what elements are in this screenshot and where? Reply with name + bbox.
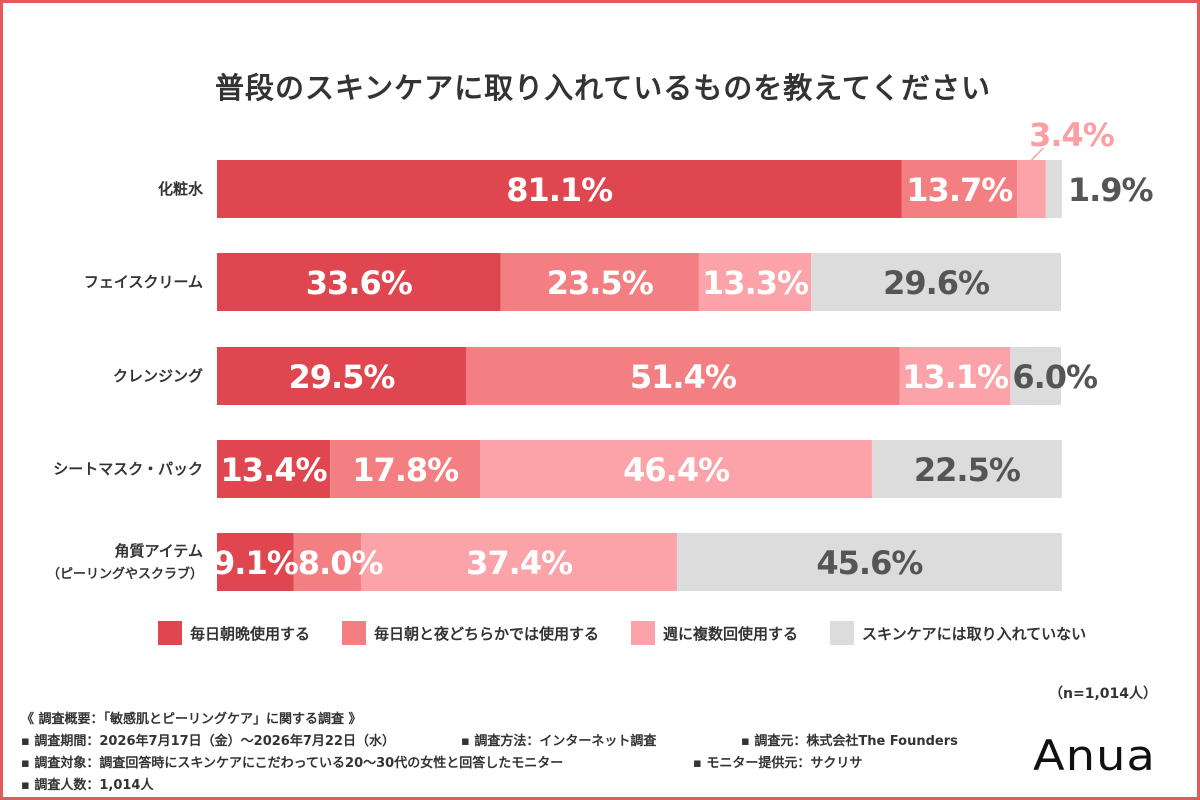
value-label: 22.5% [914, 451, 1021, 489]
bar-segment [217, 160, 902, 218]
bar-segment [676, 533, 1062, 591]
bar-segment [361, 533, 677, 591]
logo-text: Anua [1033, 731, 1156, 780]
chart-title: 普段のスキンケアに取り入れているものを教えてください [215, 71, 991, 105]
category-label: 化粧水 [158, 180, 204, 198]
bar-segment [330, 440, 481, 498]
value-label: 13.1% [902, 358, 1009, 396]
bar-segment [217, 347, 466, 405]
value-label: 6.0% [1012, 358, 1098, 396]
value-label: 33.6% [306, 264, 413, 302]
legend-swatch [342, 621, 367, 645]
legend-swatch [830, 621, 855, 645]
value-label: 13.7% [906, 171, 1013, 209]
value-label: 51.4% [630, 358, 737, 396]
survey-count: ▪ 調査人数：1,014人 [21, 778, 154, 793]
leader-line [1030, 147, 1044, 161]
legend: 毎日朝晩使用する 毎日朝と夜どちらかでは使用する 週に複数回使用する スキンケア… [158, 621, 1118, 645]
survey-period: ▪ 調査期間：2026年7月17日（金）〜2026年7月22日（水） [21, 734, 395, 749]
bar-segment [500, 253, 699, 311]
legend-label: 週に複数回使用する [663, 624, 799, 643]
category-label: フェイスクリーム [84, 273, 203, 291]
bar-segment [1017, 160, 1046, 218]
brand-logo: Anua [1033, 731, 1155, 780]
legend-label: スキンケアには取り入れていない [862, 624, 1087, 643]
value-label: 13.3% [702, 264, 809, 302]
stacked-bar-chart: 化粧水 81.1% 13.7% 3.4% 1.9% フェイスクリーム 33.6% 23.5% 1… [47, 116, 1155, 591]
value-label: 1.9% [1068, 171, 1154, 209]
value-label: 8.0% [298, 544, 384, 582]
value-label: 3.4% [1029, 116, 1115, 154]
category-label: クレンジング [113, 367, 203, 385]
value-label: 13.4% [221, 451, 328, 489]
sample-size: （n=1,014人） [1049, 686, 1157, 702]
legend-label: 毎日朝晩使用する [190, 624, 311, 643]
value-label: 29.5% [288, 358, 395, 396]
bar-segment [1045, 160, 1062, 218]
survey-overview: 《 調査概要：「敏感肌とピーリングケア」に関する調査 》 [21, 712, 362, 727]
value-label: 37.4% [466, 544, 573, 582]
survey-method: ▪ 調査方法：インターネット調査 [461, 734, 657, 749]
legend-item-not-used: スキンケアには取り入れていない [830, 621, 1086, 645]
bar-segment [871, 440, 1062, 498]
value-label: 29.6% [883, 264, 990, 302]
survey-source: ▪ 調査元：株式会社The Founders [741, 734, 958, 749]
bar-segment [899, 347, 1011, 405]
survey-provider: ▪ モニター提供元：サクリサ [693, 756, 863, 771]
bar-segment [217, 253, 501, 311]
bar-segment [465, 347, 900, 405]
bar-segment [217, 533, 294, 591]
legend-label: 毎日朝と夜どちらかでは使用する [374, 624, 600, 643]
bar-segment [901, 160, 1018, 218]
value-label: 9.1% [213, 544, 299, 582]
survey-target: ▪ 調査対象：調査回答時にスキンケアにこだわっている20〜30代の女性と回答した… [21, 756, 564, 771]
survey-footer: 《 調査概要：「敏感肌とピーリングケア」に関する調査 》 ▪ 調査期間：2026… [21, 709, 958, 797]
value-label: 17.8% [352, 451, 459, 489]
legend-item-weekly-multiple: 週に複数回使用する [631, 621, 798, 645]
value-label: 23.5% [547, 264, 654, 302]
value-label: 46.4% [623, 451, 730, 489]
category-label: 角質アイテム（ピーリングやスクラブ） [47, 542, 203, 582]
bar-segment [811, 253, 1061, 311]
legend-item-daily-morning-or-night: 毎日朝と夜どちらかでは使用する [342, 621, 599, 645]
bar-segment [1010, 347, 1061, 405]
category-label: シートマスク・パック [53, 460, 203, 478]
bar-segment [217, 440, 331, 498]
bar-segment [480, 440, 872, 498]
legend-swatch [158, 621, 182, 645]
legend-item-daily-morning-night: 毎日朝晩使用する [158, 621, 310, 645]
bar-segment [698, 253, 812, 311]
legend-swatch [631, 621, 656, 645]
value-label: 81.1% [506, 171, 613, 209]
bar-segment [293, 533, 362, 591]
value-label: 45.6% [816, 544, 923, 582]
